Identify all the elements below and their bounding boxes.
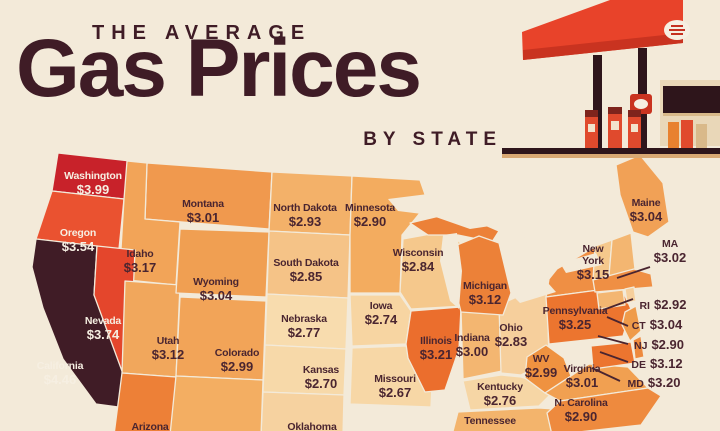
state-label-west-virginia: WV $2.99 bbox=[524, 353, 558, 380]
state-label-maine: Maine $3.04 bbox=[629, 197, 663, 224]
gas-station-illustration bbox=[502, 0, 720, 158]
state-label-ohio: Ohio $2.83 bbox=[494, 322, 528, 349]
state-shape-utah bbox=[121, 280, 181, 378]
fuel-pumps bbox=[585, 107, 707, 150]
title-subtitle: BY STATE bbox=[363, 129, 502, 150]
callout-line-de bbox=[599, 351, 629, 363]
state-label-north-carolina: N. Carolina $2.90 bbox=[554, 397, 608, 424]
state-label-nebraska: Nebraska $2.77 bbox=[281, 313, 327, 340]
station-ground-line bbox=[502, 148, 720, 154]
state-shape-maryland bbox=[590, 341, 636, 370]
state-label-new-york: New York $3.15 bbox=[576, 243, 610, 282]
station-window-band bbox=[663, 86, 720, 116]
state-label-colorado: Colorado $2.99 bbox=[214, 347, 260, 374]
state-label-oregon: Oregon $3.54 bbox=[59, 227, 97, 254]
state-shape-delaware bbox=[632, 335, 645, 360]
callout-line-ri bbox=[602, 298, 634, 311]
callout-line-md bbox=[591, 367, 621, 382]
lake-ontario bbox=[560, 253, 602, 273]
state-label-arizona: Arizona bbox=[131, 421, 169, 431]
title-kicker: THE AVERAGE bbox=[92, 22, 312, 44]
station-pillar-left bbox=[593, 55, 602, 150]
state-label-illinois: Illinois $3.21 bbox=[419, 335, 453, 362]
state-shape-massachusetts bbox=[592, 268, 654, 293]
state-label-indiana: Indiana $3.00 bbox=[454, 332, 490, 359]
state-label-massachusetts: MA $3.02 bbox=[653, 238, 687, 265]
callout-label-delaware: DE $3.12 bbox=[631, 356, 683, 371]
station-canopy-edge bbox=[523, 33, 683, 60]
state-label-wisconsin: Wisconsin $2.84 bbox=[392, 247, 444, 274]
state-label-south-dakota: South Dakota $2.85 bbox=[273, 257, 339, 284]
state-label-idaho: Idaho $3.17 bbox=[123, 248, 157, 275]
callout-line-nj bbox=[597, 335, 629, 345]
state-label-kentucky: Kentucky $2.76 bbox=[477, 381, 523, 408]
station-price-sign-oval bbox=[634, 99, 648, 109]
state-label-minnesota: Minnesota $2.90 bbox=[344, 202, 396, 229]
state-label-north-dakota: North Dakota $2.93 bbox=[273, 202, 337, 229]
state-label-utah: Utah $3.12 bbox=[151, 335, 185, 362]
lake-huron bbox=[500, 229, 530, 273]
state-label-virginia: Virginia $3.01 bbox=[563, 363, 601, 390]
callout-label-new-jersey: NJ $2.90 bbox=[634, 337, 684, 352]
station-logo-mark bbox=[669, 25, 685, 35]
state-label-michigan: Michigan $3.12 bbox=[463, 280, 507, 307]
station-window-ledge bbox=[663, 113, 720, 116]
page-title: Gas Prices bbox=[16, 23, 422, 114]
lake-michigan bbox=[440, 233, 462, 309]
state-label-tennessee: Tennessee bbox=[464, 415, 516, 427]
callout-line-ct bbox=[606, 316, 629, 327]
callout-label-connecticut: CT $3.04 bbox=[631, 317, 683, 332]
state-shape-north-carolina bbox=[546, 387, 662, 431]
state-label-pennsylvania: Pennsylvania $3.25 bbox=[542, 305, 608, 332]
callout-label-maryland: MD $3.20 bbox=[627, 375, 681, 390]
state-shape-maine bbox=[615, 154, 670, 238]
lake-erie bbox=[512, 283, 556, 303]
state-shape-new-mexico bbox=[169, 375, 264, 431]
callout-line-ma bbox=[616, 266, 651, 279]
state-shape-rhode-island bbox=[624, 286, 637, 304]
state-label-california: California $4.46 bbox=[36, 360, 84, 387]
state-shape-arizona bbox=[113, 372, 177, 431]
state-label-missouri: Missouri $2.67 bbox=[374, 373, 416, 400]
state-label-wyoming: Wyoming $3.04 bbox=[193, 276, 239, 303]
state-label-oklahoma: Oklahoma bbox=[287, 421, 337, 431]
state-label-iowa: Iowa $2.74 bbox=[364, 300, 398, 327]
callout-label-rhode-island: RI $2.92 bbox=[639, 297, 687, 312]
station-pavement bbox=[502, 154, 720, 158]
state-label-montana: Montana $3.01 bbox=[182, 198, 224, 225]
state-label-nevada: Nevada $3.74 bbox=[84, 315, 122, 342]
state-label-kansas: Kansas $2.70 bbox=[302, 364, 340, 391]
lake-superior bbox=[388, 193, 497, 229]
state-shape-wyoming bbox=[175, 228, 270, 298]
us-gas-price-map bbox=[31, 152, 670, 431]
state-label-washington: Washington $3.99 bbox=[64, 170, 122, 197]
